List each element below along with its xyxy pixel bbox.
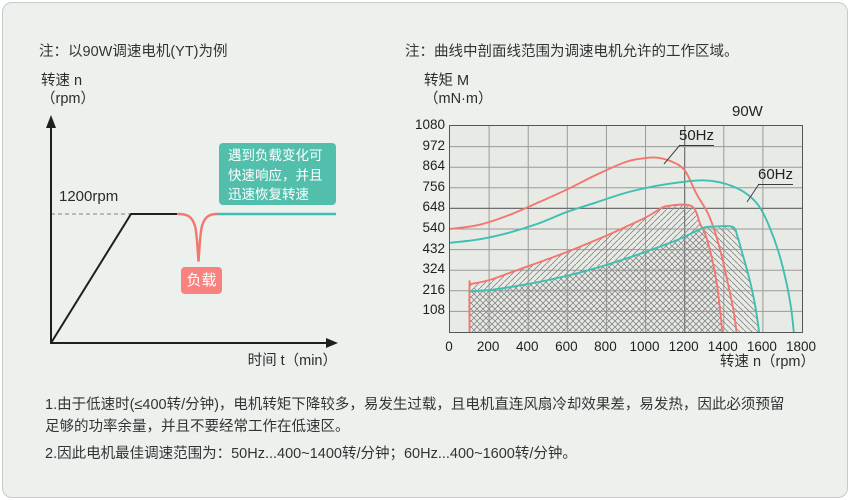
response-tooltip: 遇到负载变化可 快速响应，并且 迅速恢复转速 <box>219 143 336 205</box>
tooltip-text-line2: 快速响应，并且 <box>228 167 323 183</box>
footnote-line3: 2.因此电机最佳调速范围为：50Hz...400~1400转/分钟；60Hz..… <box>45 446 577 462</box>
speed-value-label: 1200rpm <box>59 188 119 205</box>
y-axis-arrow-icon <box>46 115 56 128</box>
y-tick-label: 216 <box>422 281 445 297</box>
tooltip-text-line1: 遇到负载变化可 <box>228 148 323 163</box>
y-tick-label: 648 <box>422 199 445 215</box>
left-y-axis-label-line1: 转速 n <box>41 73 83 89</box>
left-x-axis-label: 时间 t（min） <box>247 353 337 369</box>
x-tick-label: 800 <box>594 339 617 354</box>
right-x-axis-label: 转速 n（rpm） <box>719 354 815 370</box>
x-tick-label: 600 <box>555 339 578 354</box>
x-tick-label: 0 <box>445 339 453 354</box>
right-y-axis-label-line1: 转矩 M <box>424 73 470 89</box>
left-y-axis-label: 转速 n （rpm） <box>41 72 95 108</box>
pointer-line-50hz <box>663 144 681 165</box>
x-tick-label: 1200 <box>668 339 699 354</box>
curve-work50 <box>468 203 724 333</box>
load-dip-curve <box>176 212 219 262</box>
tooltip-text-line3: 迅速恢复转速 <box>228 187 309 202</box>
torque-chart-plot-area <box>449 125 803 333</box>
y-tick-label: 972 <box>422 137 445 153</box>
y-tick-label: 432 <box>422 240 445 256</box>
curve-label-60hz: 60Hz <box>758 166 794 185</box>
curve-limit60 <box>449 179 795 333</box>
y-tick-label: 108 <box>422 302 445 318</box>
left-note: 注：以90W调速电机(YT)为例 <box>39 44 228 60</box>
y-tick-label: 864 <box>422 158 445 174</box>
x-tick-label: 1800 <box>785 339 817 354</box>
footnote-line2: 足够的功率余量，并且不要经常工作在低速区。 <box>45 419 350 435</box>
left-y-axis-label-line2: （rpm） <box>41 91 95 107</box>
x-axis-arrow-icon <box>326 338 338 348</box>
x-tick-label: 1000 <box>629 339 660 354</box>
torque-chart-svg <box>449 126 802 333</box>
curve-limit50 <box>449 156 738 333</box>
x-tick-label: 400 <box>515 339 539 354</box>
right-y-axis-label: 转矩 M （mN·m） <box>424 72 492 108</box>
curve-label-50hz: 50Hz <box>679 127 715 146</box>
y-tick-label: 540 <box>422 220 445 235</box>
work-region-work60 <box>468 225 759 332</box>
power-rating-label: 90W <box>732 103 763 120</box>
x-tick-label: 1600 <box>746 339 777 354</box>
x-tick-label: 1400 <box>707 339 738 354</box>
y-tick-label: 756 <box>422 178 445 194</box>
curve-work60 <box>468 225 760 333</box>
y-tick-label: 1080 <box>414 117 445 132</box>
y-tick-label: 324 <box>422 261 445 277</box>
right-note: 注：曲线中剖面线范围为调速电机允许的工作区域。 <box>405 44 739 60</box>
x-tick-label: 200 <box>476 339 500 354</box>
right-y-axis-label-line2: （mN·m） <box>424 91 493 107</box>
load-badge: 负载 <box>181 267 222 294</box>
left-diagram-svg <box>46 115 338 348</box>
speed-ramp-curve <box>50 213 179 344</box>
footnote-line1: 1.由于低速时(≤400转/分钟)，电机转矩下降较多，易发生过载，且电机直连风扇… <box>45 397 785 413</box>
pointer-line-60hz <box>746 183 760 203</box>
